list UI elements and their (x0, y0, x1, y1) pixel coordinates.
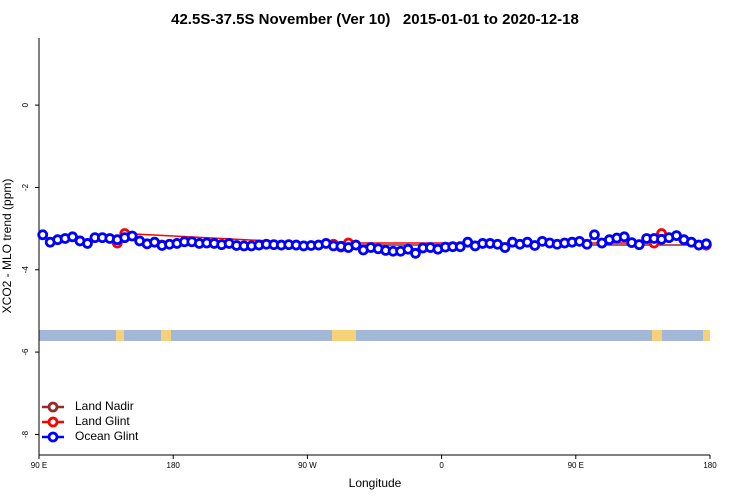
data-point (82, 238, 93, 249)
data-point (581, 238, 593, 250)
data-point (633, 239, 645, 251)
data-point (410, 247, 421, 259)
chart-title: 42.5S-37.5S November (Ver 10) 2015-01-01… (171, 11, 579, 28)
legend-marker (47, 431, 59, 443)
x-tick-label: 90 E (31, 461, 47, 470)
y-tick-label: -8 (21, 430, 30, 438)
x-tick-label: 180 (167, 461, 181, 470)
legend-marker (47, 401, 59, 413)
data-point (618, 231, 630, 243)
x-tick-label: 90 W (298, 461, 317, 470)
data-point (350, 239, 362, 251)
y-axis-label: XCO2 - MLO trend (ppm) (0, 179, 14, 314)
x-axis-label: Longitude (349, 476, 402, 490)
legend-marker (47, 416, 59, 428)
data-point (126, 230, 138, 242)
y-tick-label: -2 (21, 183, 30, 191)
x-tick-label: 0 (439, 461, 444, 470)
legend-label: Land Nadir (75, 399, 134, 413)
y-tick-label: 0 (21, 102, 30, 107)
x-tick-label: 90 E (568, 461, 584, 470)
land-mask-strip (39, 330, 710, 341)
legend-label: Ocean Glint (75, 429, 139, 443)
data-point (499, 242, 511, 253)
data-point (37, 229, 49, 241)
y-tick-label: -6 (21, 348, 30, 356)
data-point (454, 241, 466, 253)
data-point (589, 229, 600, 241)
y-tick-label: -4 (21, 266, 30, 274)
x-tick-label: 180 (703, 461, 717, 470)
legend-label: Land Glint (75, 414, 130, 428)
data-point (700, 238, 712, 250)
